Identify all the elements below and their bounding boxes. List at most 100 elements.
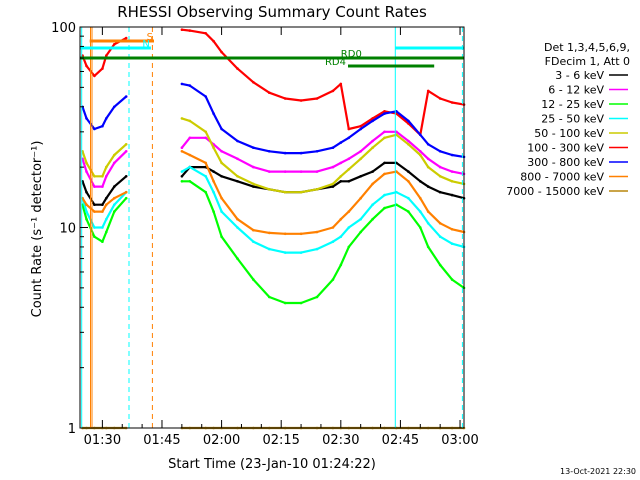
data-point-3-6-kev <box>93 203 96 206</box>
data-point-3-6-kev <box>105 196 108 200</box>
data-point-800-7000-kev <box>180 150 184 153</box>
data-point-800-7000-kev <box>331 226 335 229</box>
data-point-100-300-kev <box>220 50 223 54</box>
data-point-100-300-kev <box>236 67 239 70</box>
data-point-3-6-kev <box>371 170 374 173</box>
data-point-25-50-kev <box>347 226 351 229</box>
data-point-800-7000-kev <box>347 210 351 213</box>
data-point-6-12-kev <box>180 146 184 149</box>
data-point-25-50-kev <box>299 251 303 254</box>
data-point-800-7000-kev <box>419 196 422 200</box>
data-point-300-800-kev <box>220 127 223 131</box>
data-point-800-7000-kev <box>113 196 116 200</box>
data-point-6-12-kev <box>438 165 442 169</box>
data-point-800-7000-kev <box>383 172 386 176</box>
data-point-100-300-kev <box>339 82 343 86</box>
data-point-50-100-kev <box>450 180 454 183</box>
data-point-12-25-kev <box>299 301 303 305</box>
data-point-12-25-kev <box>236 257 239 260</box>
data-point-12-25-kev <box>212 210 215 213</box>
data-point-800-7000-kev <box>315 230 319 234</box>
data-point-300-800-kev <box>359 127 363 131</box>
legend-label-7000-15000-kev: 7000 - 15000 keV <box>506 185 604 198</box>
data-point-100-300-kev <box>124 36 128 40</box>
data-point-3-6-kev <box>180 175 184 178</box>
x-tick-label-01-30: 01:30 <box>84 433 121 448</box>
data-point-6-12-kev <box>113 161 116 165</box>
x-axis-label: Start Time (23-Jan-10 01:24:22) <box>168 457 376 472</box>
data-point-3-6-kev <box>450 193 454 197</box>
data-point-50-100-kev <box>419 153 422 157</box>
data-point-25-50-kev <box>438 235 442 238</box>
data-point-12-25-kev <box>331 278 335 281</box>
data-point-50-100-kev <box>371 146 374 149</box>
data-point-100-300-kev <box>113 43 116 46</box>
data-point-25-50-kev <box>113 203 116 206</box>
x-tick-label-02-45: 02:45 <box>382 433 419 448</box>
data-point-100-300-kev <box>85 64 88 68</box>
data-point-12-25-kev <box>101 240 104 243</box>
flag-bar-rd0-label: RD0 <box>341 49 362 60</box>
data-point-100-300-kev <box>283 97 287 100</box>
data-point-100-300-kev <box>371 117 374 120</box>
y-tick-label-1: 1 <box>68 422 76 437</box>
data-point-3-6-kev <box>347 180 351 183</box>
data-point-800-7000-kev <box>93 210 96 213</box>
data-point-800-7000-kev <box>220 196 223 200</box>
data-point-50-100-kev <box>101 175 104 178</box>
data-point-100-300-kev <box>93 74 96 78</box>
data-point-12-25-kev <box>347 245 351 249</box>
data-point-12-25-kev <box>93 235 96 238</box>
data-point-3-6-kev <box>101 203 104 206</box>
data-point-100-300-kev <box>268 91 271 94</box>
data-point-25-50-kev <box>419 210 422 213</box>
data-point-50-100-kev <box>220 161 223 165</box>
data-point-25-50-kev <box>101 226 104 229</box>
data-point-100-300-kev <box>347 127 351 131</box>
data-point-50-100-kev <box>383 136 386 140</box>
data-point-12-25-kev <box>438 263 442 267</box>
data-point-50-100-kev <box>315 188 319 191</box>
data-point-6-12-kev <box>383 130 386 134</box>
data-point-25-50-kev <box>252 240 255 243</box>
legend-label-3-6-kev: 3 - 6 keV <box>555 69 604 82</box>
legend-label-12-25-kev: 12 - 25 keV <box>541 98 604 111</box>
data-point-12-25-kev <box>188 180 192 183</box>
data-point-12-25-kev <box>426 245 430 249</box>
data-point-25-50-kev <box>212 190 215 194</box>
data-point-800-7000-kev <box>188 153 192 157</box>
data-point-50-100-kev <box>426 165 430 169</box>
data-point-800-7000-kev <box>105 203 108 206</box>
data-point-800-7000-kev <box>299 232 303 236</box>
data-point-12-25-kev <box>105 230 108 234</box>
data-point-100-300-kev <box>212 39 215 43</box>
data-point-6-12-kev <box>426 157 430 161</box>
x-tick-label-02-00: 02:00 <box>203 433 240 448</box>
data-point-300-800-kev <box>299 151 303 155</box>
data-point-6-12-kev <box>124 150 128 153</box>
data-point-3-6-kev <box>339 180 343 183</box>
data-point-3-6-kev <box>85 190 88 194</box>
data-point-300-800-kev <box>212 112 215 115</box>
data-point-12-25-kev <box>371 217 374 221</box>
legend-header-line-1: Det 1,3,4,5,6,9, <box>544 41 630 54</box>
data-point-50-100-kev <box>93 175 96 178</box>
data-point-12-25-kev <box>359 230 363 234</box>
data-point-12-25-kev <box>315 295 319 299</box>
data-point-300-800-kev <box>450 153 454 157</box>
data-point-50-100-kev <box>236 175 239 178</box>
data-point-25-50-kev <box>85 210 88 213</box>
data-point-50-100-kev <box>204 130 207 134</box>
data-point-300-800-kev <box>188 84 192 87</box>
data-point-25-50-kev <box>93 226 96 229</box>
data-point-100-300-kev <box>101 67 104 70</box>
data-point-300-800-kev <box>331 146 335 149</box>
data-point-800-7000-kev <box>85 203 88 206</box>
data-point-300-800-kev <box>407 119 410 123</box>
data-point-100-300-kev <box>359 124 363 128</box>
data-point-3-6-kev <box>252 185 255 188</box>
data-point-50-100-kev <box>359 157 363 161</box>
data-point-6-12-kev <box>407 139 410 143</box>
